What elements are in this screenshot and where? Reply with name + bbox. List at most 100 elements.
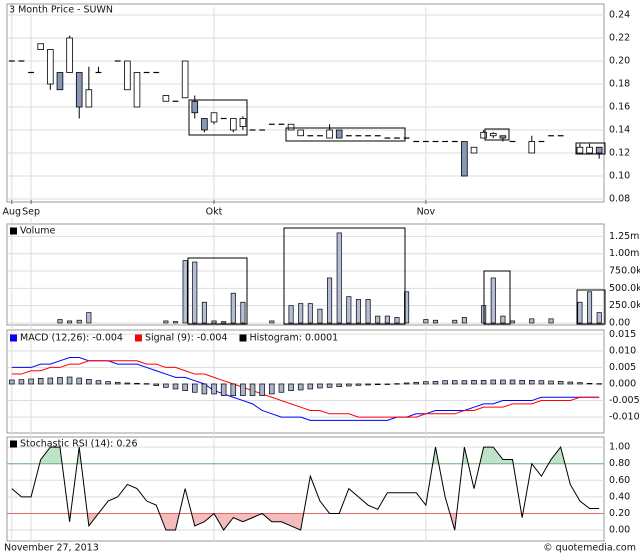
histogram-bar — [172, 383, 179, 390]
volume-bar — [221, 321, 227, 324]
histogram-bar — [278, 383, 285, 393]
histogram-bar — [86, 378, 92, 385]
histogram-bar — [461, 380, 468, 385]
histogram-bar — [403, 382, 410, 385]
candle-body — [297, 129, 304, 137]
y-tick-label: 1.25m — [609, 231, 639, 242]
volume-bar — [182, 260, 188, 324]
volume-bar — [192, 261, 198, 324]
series-line — [11, 446, 600, 531]
volume-bar — [288, 305, 294, 324]
histogram-bar — [557, 380, 564, 385]
candle-body — [576, 146, 584, 154]
volume-bar — [355, 299, 361, 324]
histogram-bar — [596, 383, 602, 385]
histogram-bar — [326, 383, 333, 388]
y-tick-label: 250.0k — [609, 300, 640, 311]
histogram-bar — [95, 380, 102, 385]
histogram-bar — [201, 383, 208, 395]
footer-date: November 27, 2013 — [4, 543, 99, 554]
histogram-bar — [307, 383, 314, 390]
legend-swatch — [134, 334, 142, 342]
candle-body — [461, 141, 468, 177]
histogram-bar — [134, 382, 140, 385]
histogram-bar — [143, 383, 150, 385]
legend-label: Signal (9): -0.004 — [145, 333, 228, 344]
candle-body — [239, 118, 247, 127]
candle-body — [66, 37, 73, 73]
histogram-bar — [297, 383, 304, 391]
legend-swatch — [10, 227, 17, 235]
highlight-box — [484, 128, 510, 141]
histogram-bar — [211, 383, 217, 395]
y-tick-label: 0.16 — [609, 102, 630, 113]
price-panel — [6, 3, 605, 203]
histogram-bar — [18, 379, 25, 385]
histogram-bar — [240, 383, 246, 396]
volume-bar — [327, 277, 333, 324]
histogram-bar — [269, 383, 275, 395]
histogram-bar — [500, 379, 506, 385]
volume-bar — [307, 303, 313, 324]
candle-body — [191, 100, 199, 114]
histogram-bar — [365, 383, 371, 386]
y-tick-label: 0.20 — [609, 56, 630, 67]
volume-bar — [404, 291, 410, 324]
y-tick-label: 0.00 — [609, 318, 630, 329]
x-tick-label: Sep — [22, 207, 40, 218]
x-tick-label: Nov — [417, 207, 436, 218]
histogram-bar — [509, 379, 516, 385]
histogram-bar — [384, 383, 391, 385]
volume-bar — [172, 321, 179, 324]
volume-bar — [67, 320, 73, 324]
volume-bar — [269, 320, 275, 324]
histogram-bar — [114, 381, 121, 385]
y-tick-label: 0.20 — [609, 508, 630, 519]
y-tick-label: 1.00m — [609, 248, 639, 259]
volume-bar — [577, 301, 583, 324]
candle-body — [210, 112, 218, 123]
histogram-bar — [577, 382, 583, 385]
candle-body — [124, 60, 131, 91]
histogram-bar — [153, 383, 160, 386]
highlight-box — [483, 270, 511, 325]
volume-bar — [211, 320, 217, 324]
candle-body — [335, 129, 343, 139]
histogram-bar — [394, 383, 400, 385]
volume-bar — [461, 317, 467, 324]
legend-label: Histogram: 0.0001 — [249, 333, 338, 344]
histogram-bar — [288, 383, 294, 391]
histogram-bar — [471, 379, 477, 385]
y-tick-label: 0.24 — [609, 10, 630, 21]
candle-body — [133, 72, 141, 108]
candle-body — [37, 43, 44, 50]
candle-body — [470, 146, 478, 154]
histogram-bar — [37, 378, 44, 385]
rsi-panel — [6, 436, 605, 542]
histogram-bar — [374, 383, 381, 385]
histogram-bar — [442, 380, 448, 385]
histogram-bar — [230, 383, 237, 396]
histogram-bar — [567, 381, 574, 385]
candle-body — [47, 49, 54, 85]
highlight-box — [575, 142, 606, 155]
y-tick-label: -0.010 — [609, 412, 640, 423]
candle-body — [181, 60, 189, 99]
y-tick-label: -0.005 — [609, 395, 640, 406]
legend-label: MACD (12,26): -0.004 — [20, 333, 123, 344]
candle-body — [75, 72, 83, 108]
volume-bar — [375, 315, 381, 324]
y-tick-label: 0.005 — [609, 362, 636, 373]
legend-label: Volume — [20, 226, 55, 237]
candle-body — [595, 146, 603, 154]
volume-panel — [6, 223, 605, 326]
volume-bar — [490, 277, 496, 324]
y-tick-label: 0.12 — [609, 148, 630, 159]
volume-bar — [384, 315, 390, 324]
histogram-bar — [259, 383, 265, 396]
series-line — [11, 356, 600, 421]
volume-bar — [423, 319, 429, 324]
y-tick-label: 0.10 — [609, 171, 630, 182]
